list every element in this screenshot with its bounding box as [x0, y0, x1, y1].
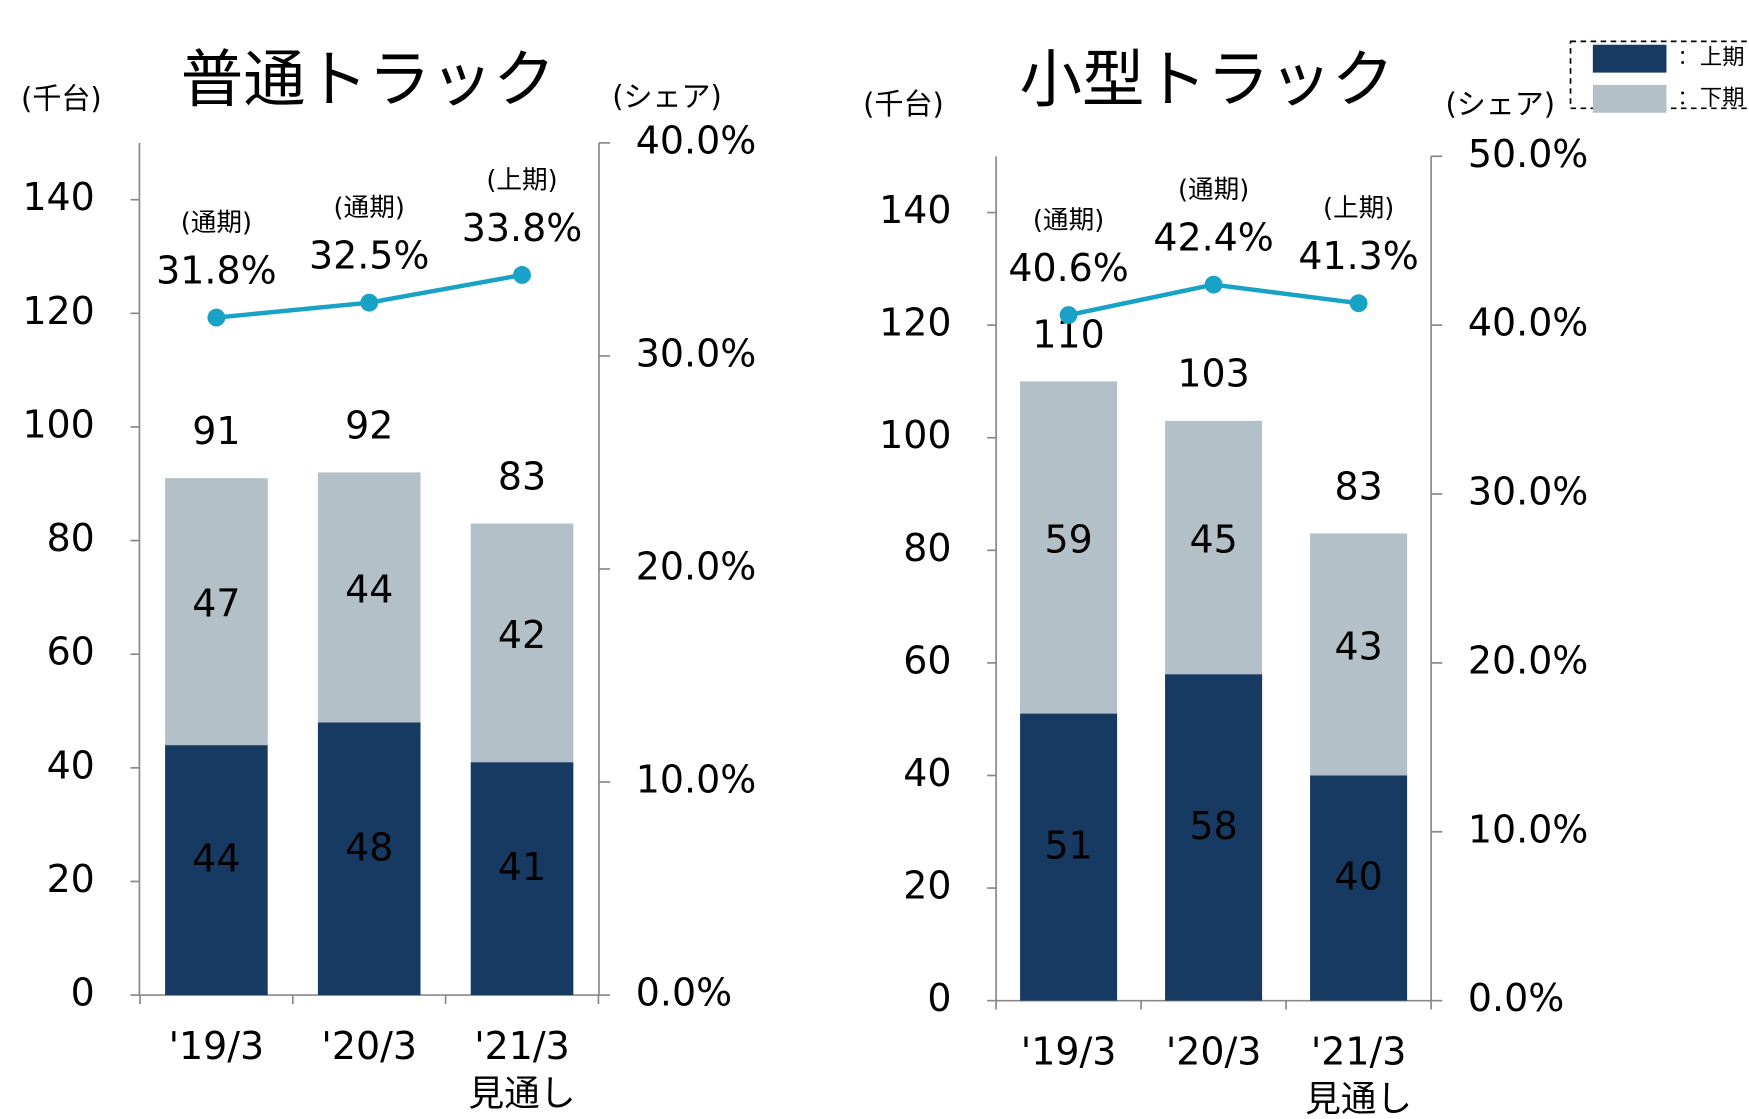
bar-value-label: 43 [1334, 624, 1382, 668]
y-tick-label: 100 [879, 413, 951, 457]
x-tick-label: '20/3 [321, 1024, 417, 1068]
chart-title: 小型トラック [1020, 43, 1395, 116]
bar-segment [1165, 674, 1263, 1001]
share-annotation: (通期) [334, 193, 405, 223]
total-label: 103 [1177, 352, 1249, 396]
total-label: 83 [1334, 464, 1382, 508]
y2-tick-label: 10.0% [636, 758, 756, 802]
share-label: 32.5% [309, 234, 429, 278]
share-point [513, 266, 531, 284]
bar-segment [165, 478, 268, 746]
bar-segment [470, 762, 574, 996]
legend-label: 上期 [1700, 45, 1745, 71]
y-tick-label: 80 [47, 516, 95, 560]
y-tick-label: 80 [903, 526, 951, 570]
chart-title: 普通トラック [181, 43, 556, 116]
y-tick-label: 120 [22, 289, 94, 333]
bar-segment [317, 722, 421, 996]
y-tick-label: 100 [22, 402, 94, 446]
bar-value-label: 42 [498, 613, 546, 657]
total-label: 83 [498, 454, 546, 498]
share-annotation: (上期) [486, 165, 557, 195]
x-tick-label: '21/3 [474, 1024, 570, 1068]
y-tick-label: 140 [22, 175, 94, 219]
x-tick-label: '20/3 [1166, 1030, 1262, 1074]
y2-axis-label: (シェア) [612, 79, 722, 113]
y-tick-label: 140 [879, 188, 951, 232]
y2-tick-label: 20.0% [636, 544, 756, 588]
share-point [207, 308, 226, 327]
y-tick-label: 120 [879, 301, 951, 345]
bar-segment [1310, 533, 1408, 776]
share-annotation: (通期) [1033, 205, 1104, 235]
y-tick-label: 40 [47, 743, 95, 787]
bar-value-label: 51 [1044, 824, 1092, 868]
bar-segment [1310, 775, 1408, 1001]
share-label: 41.3% [1298, 234, 1418, 278]
legend-label: 下期 [1700, 85, 1745, 111]
bar-value-label: 58 [1189, 804, 1237, 848]
share-label: 31.8% [156, 248, 276, 292]
total-label: 91 [192, 409, 240, 453]
bar-value-label: 40 [1334, 855, 1382, 899]
y2-tick-label: 40.0% [1468, 301, 1588, 345]
legend-separator: ： [1678, 85, 1698, 109]
bar-value-label: 45 [1189, 517, 1237, 561]
bar-segment [1020, 381, 1118, 714]
y2-tick-label: 30.0% [636, 331, 756, 375]
y2-tick-label: 20.0% [1468, 638, 1588, 682]
legend-swatch [1592, 44, 1667, 73]
y-axis-label: (千台) [21, 81, 102, 115]
y-tick-label: 40 [903, 751, 951, 795]
share-point [1349, 294, 1368, 313]
total-label: 92 [345, 403, 393, 447]
bar-value-label: 47 [192, 582, 240, 626]
y2-tick-label: 10.0% [1468, 807, 1588, 851]
y-tick-label: 60 [47, 630, 95, 674]
y2-tick-label: 40.0% [636, 118, 756, 162]
share-point [360, 293, 379, 312]
y-tick-label: 60 [903, 638, 951, 682]
y2-tick-label: 30.0% [1468, 470, 1588, 514]
share-annotation: (上期) [1323, 193, 1394, 223]
y2-tick-label: 0.0% [1468, 976, 1564, 1020]
bar-value-label: 44 [345, 567, 393, 611]
bar-segment [1020, 713, 1118, 1001]
bar-value-label: 48 [345, 825, 393, 869]
x-tick-note: 見通し [1305, 1079, 1412, 1119]
bar-segment [165, 745, 268, 996]
share-label: 33.8% [462, 206, 582, 250]
bar-value-label: 44 [192, 837, 240, 881]
share-annotation: (通期) [1178, 175, 1249, 205]
share-label: 42.4% [1153, 215, 1273, 259]
x-tick-label: '21/3 [1311, 1030, 1407, 1074]
y2-axis-label: (シェア) [1445, 87, 1555, 121]
x-tick-label: '19/3 [169, 1024, 265, 1068]
share-label: 40.6% [1008, 246, 1128, 290]
y-tick-label: 20 [903, 864, 951, 908]
legend-swatch [1592, 84, 1667, 113]
y2-tick-label: 0.0% [636, 971, 732, 1015]
y2-tick-label: 50.0% [1468, 132, 1588, 176]
share-point [1059, 306, 1078, 324]
bar-value-label: 41 [498, 845, 546, 889]
y-tick-label: 0 [927, 976, 951, 1020]
x-tick-label: '19/3 [1021, 1030, 1117, 1074]
share-annotation: (通期) [181, 208, 252, 238]
bar-segment [1165, 420, 1263, 675]
bar-segment [470, 523, 574, 763]
y-tick-label: 20 [47, 857, 95, 901]
share-point [1204, 275, 1223, 294]
legend-separator: ： [1678, 45, 1698, 69]
y-axis-label: (千台) [863, 87, 944, 121]
x-tick-note: 見通し [468, 1073, 575, 1114]
bar-value-label: 59 [1044, 517, 1092, 561]
y-tick-label: 0 [71, 971, 95, 1015]
bar-segment [317, 472, 421, 723]
